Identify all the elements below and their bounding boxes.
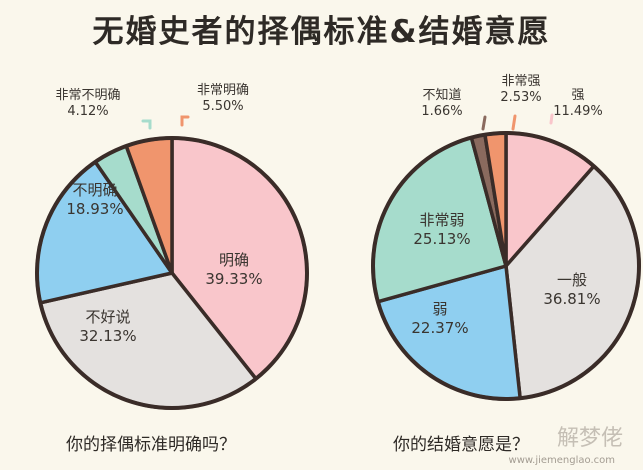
pie1-outline — [35, 136, 309, 410]
pie1-value-3: 4.12% — [67, 104, 108, 119]
pie2-leader-4 — [481, 115, 487, 131]
pie1-label-0: 明确 — [219, 251, 249, 269]
pie2-value-3: 25.13% — [413, 230, 470, 248]
pie2-value-0: 11.49% — [553, 104, 603, 119]
pie2-label-2: 弱 — [432, 300, 447, 318]
pie1-leader-4 — [180, 115, 190, 127]
pie1-value-4: 5.50% — [202, 99, 243, 114]
pie1-label-1: 不好说 — [85, 308, 130, 326]
pie2-value-1: 36.81% — [543, 290, 600, 308]
pie2-label-1: 一般 — [557, 271, 587, 289]
pie1-label-3: 非常不明确 — [55, 88, 120, 103]
pie1-value-1: 32.13% — [79, 327, 136, 345]
pie2-label-3: 非常弱 — [419, 211, 464, 229]
pie1-question: 你的择偶标准明确吗？ — [66, 435, 236, 455]
pie1-leader-3 — [141, 119, 152, 130]
chart-title: 无婚史者的择偶标准&结婚意愿 — [92, 14, 551, 50]
pie2-value-2: 22.37% — [411, 319, 468, 337]
pie1-label-2: 不明确 — [72, 181, 117, 199]
pie2-question: 你的结婚意愿是？ — [393, 435, 529, 455]
pie2-outline — [371, 131, 641, 401]
pie1-value-0: 39.33% — [205, 270, 262, 288]
watermark-url: www.jiemenglao.com — [508, 455, 615, 466]
pie1-value-2: 18.93% — [66, 200, 123, 218]
pie2-label-4: 不知道 — [422, 87, 461, 103]
pie2-value-5: 2.53% — [500, 90, 541, 105]
watermark-logo: 解梦佬 — [556, 426, 623, 451]
pie2-label-5: 非常强 — [501, 74, 540, 89]
pie1-label-4: 非常明确 — [197, 83, 249, 98]
pie2-value-4: 1.66% — [421, 104, 462, 119]
pie2-leader-5 — [511, 114, 517, 131]
pie2-label-0: 强 — [571, 88, 584, 103]
pie2-leader-0 — [549, 113, 554, 125]
